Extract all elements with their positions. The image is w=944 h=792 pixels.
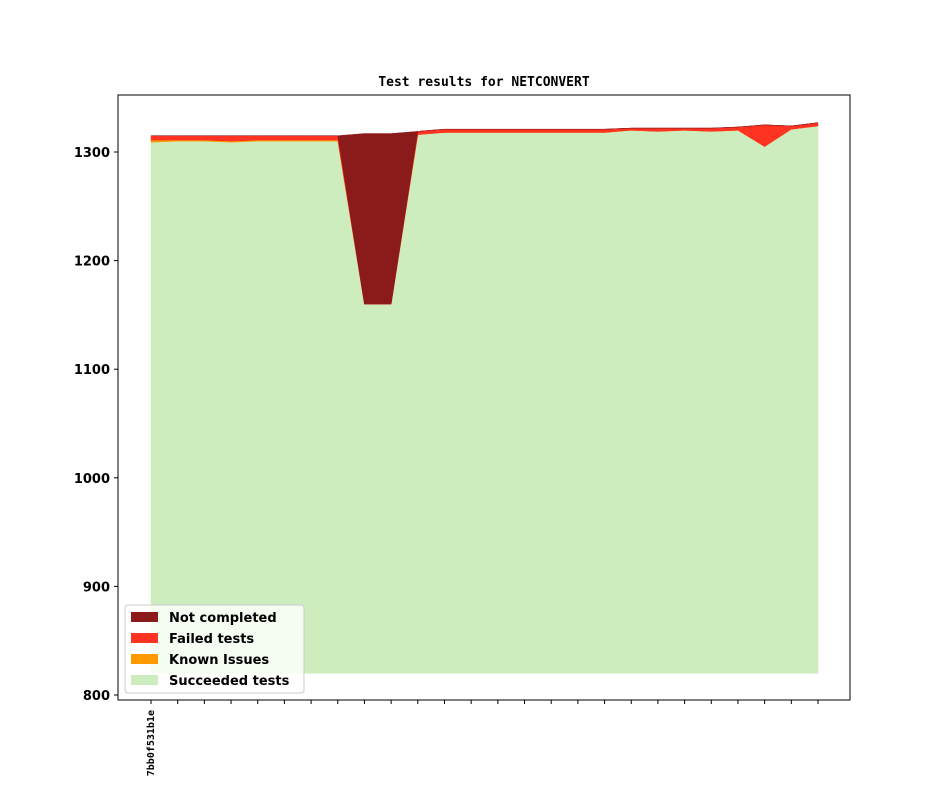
y-tick-label: 1200	[74, 255, 110, 270]
legend-box	[124, 604, 305, 694]
legend: Not completed Failed tests Known Issues Suc…	[124, 604, 305, 694]
y-tick-label: 1300	[74, 146, 110, 161]
x-tick-label: 7bb0f531b1e	[146, 710, 157, 776]
y-tick-label: 800	[83, 689, 110, 704]
legend-label: Not completed	[169, 611, 277, 626]
y-tick-label: 1100	[74, 363, 110, 378]
legend-label: Known Issues	[169, 653, 269, 668]
area	[150, 125, 819, 674]
plot-area	[150, 122, 819, 674]
legend-label: Failed tests	[169, 632, 254, 647]
y-tick-label: 900	[83, 580, 110, 595]
y-tick-label: 1000	[74, 472, 110, 487]
chart-title: Test results for NETCONVERT	[378, 75, 589, 90]
legend-swatch	[131, 612, 158, 622]
area	[151, 122, 819, 305]
legend-swatch	[131, 633, 158, 643]
axes-frame	[117, 94, 851, 701]
legend-swatch	[131, 675, 158, 685]
legend-swatch	[131, 654, 158, 664]
legend-label: Succeeded tests	[169, 674, 290, 689]
